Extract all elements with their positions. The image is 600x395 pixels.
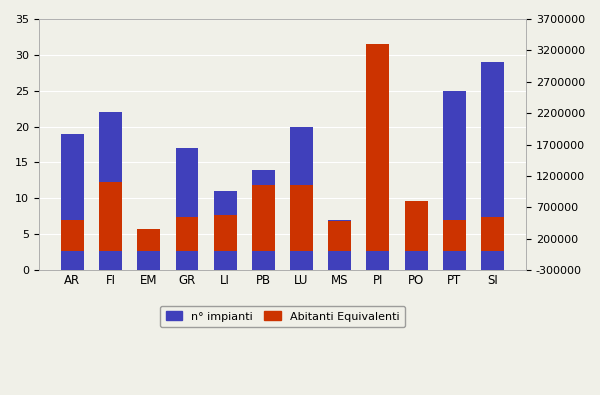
Bar — [252, 169, 275, 270]
Bar — [367, 44, 389, 251]
Bar — [443, 91, 466, 270]
Bar — [404, 220, 428, 270]
Bar — [61, 134, 84, 270]
Bar — [214, 215, 236, 251]
Bar — [61, 220, 84, 251]
Bar — [481, 217, 504, 251]
Bar — [290, 185, 313, 251]
Bar — [404, 201, 428, 251]
Bar — [99, 112, 122, 270]
Bar — [328, 221, 351, 251]
Bar — [99, 182, 122, 251]
Bar — [176, 148, 199, 270]
Bar — [367, 62, 389, 270]
Bar — [137, 229, 160, 251]
Bar — [176, 217, 199, 251]
Bar — [290, 126, 313, 270]
Bar — [328, 220, 351, 270]
Bar — [481, 62, 504, 270]
Bar — [137, 241, 160, 270]
Legend: n° impianti, Abitanti Equivalenti: n° impianti, Abitanti Equivalenti — [160, 306, 405, 327]
Bar — [214, 191, 236, 270]
Bar — [443, 220, 466, 251]
Bar — [252, 185, 275, 251]
